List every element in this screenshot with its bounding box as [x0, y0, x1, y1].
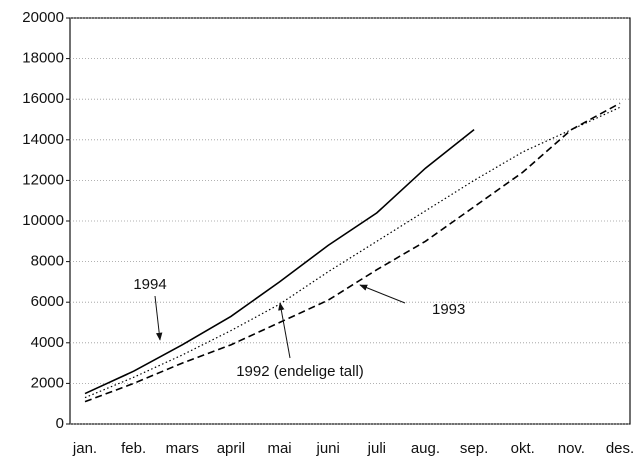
x-tick-label: mai [267, 440, 291, 457]
y-tick-label: 16000 [22, 90, 64, 107]
x-tick-label: feb. [121, 440, 146, 457]
series-annotation: 1994 [133, 276, 166, 293]
y-tick-label: 12000 [22, 171, 64, 188]
series-annotation: 1992 (endelige tall) [236, 363, 364, 380]
x-tick-label: aug. [411, 440, 440, 457]
y-tick-label: 20000 [22, 9, 64, 26]
x-tick-label: okt. [511, 440, 535, 457]
x-tick-label: april [217, 440, 245, 457]
x-tick-label: des. [606, 440, 634, 457]
series-annotation: 1993 [432, 301, 465, 318]
y-tick-label: 2000 [31, 374, 64, 391]
x-tick-label: nov. [558, 440, 585, 457]
y-tick-label: 4000 [31, 334, 64, 351]
x-tick-label: mars [166, 440, 199, 457]
annotation-arrow [154, 295, 163, 341]
series-line [84, 102, 621, 403]
y-tick-label: 10000 [22, 212, 64, 229]
x-tick-label: juli [367, 440, 386, 457]
y-tick-label: 6000 [31, 293, 64, 310]
y-tick-label: 8000 [31, 253, 64, 270]
y-tick-label: 14000 [22, 131, 64, 148]
annotation-arrow [278, 302, 291, 359]
series-line [84, 106, 621, 399]
x-tick-label: jan. [72, 440, 97, 457]
x-tick-label: sep. [460, 440, 488, 457]
series-line [84, 129, 475, 395]
annotation-arrow [359, 284, 406, 304]
y-tick-label: 0 [56, 415, 64, 432]
y-tick-label: 18000 [22, 50, 64, 67]
x-tick-label: juni [316, 440, 340, 457]
